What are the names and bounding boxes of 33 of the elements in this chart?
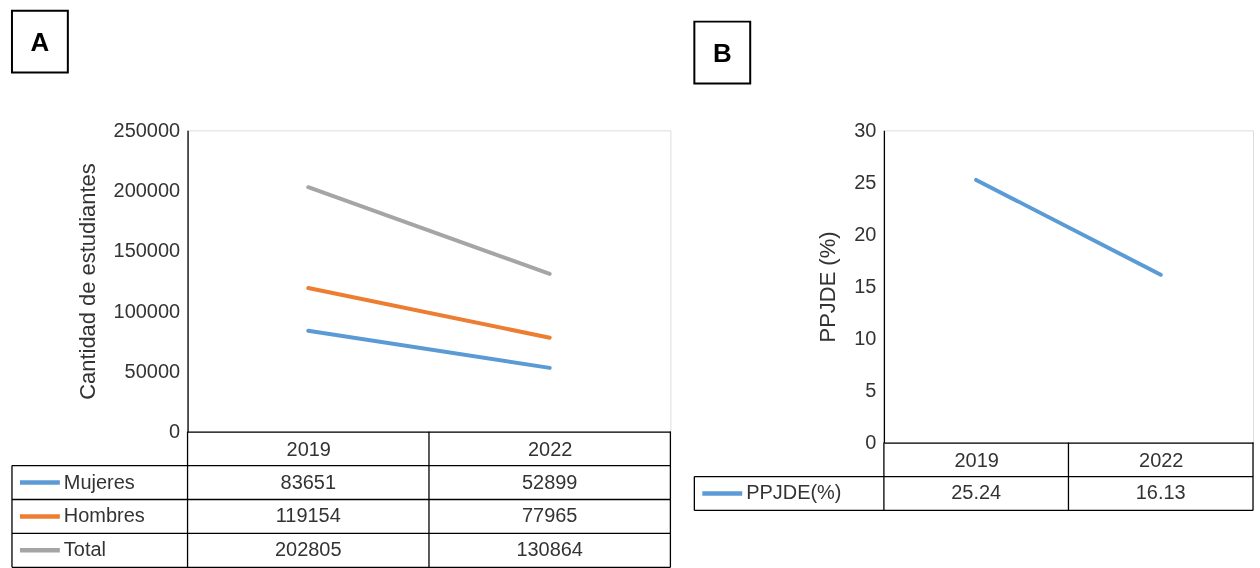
y-tick-label: 50000 xyxy=(124,359,181,382)
x-tick-label: 2022 xyxy=(1139,449,1184,472)
y-tick-label: 25 xyxy=(854,170,877,193)
legend-label: Total xyxy=(63,538,106,561)
chart-title: A xyxy=(30,27,50,56)
y-tick-label: 150000 xyxy=(113,239,181,262)
data-label: 119154 xyxy=(275,504,341,527)
y-tick-label: 30 xyxy=(854,118,877,141)
x-tick-label: 2019 xyxy=(286,438,331,461)
y-tick-label: 15 xyxy=(854,274,877,297)
legend-label: Mujeres xyxy=(63,470,135,493)
data-label: 52899 xyxy=(521,470,578,493)
data-label: 16.13 xyxy=(1135,481,1186,504)
data-label: 25.24 xyxy=(951,481,1002,504)
y-tick-label: 100000 xyxy=(113,299,181,322)
y-tick-label: 0 xyxy=(168,420,181,443)
y-tick-label: 250000 xyxy=(113,118,181,141)
y-tick-label: 10 xyxy=(854,327,877,350)
y-axis-title: PPJDE (%) xyxy=(815,231,841,343)
y-axis-title: Cantidad de estudiantes xyxy=(74,163,100,400)
y-tick-label: 0 xyxy=(865,431,877,454)
chart-title: B xyxy=(712,38,732,67)
x-tick-label: 2019 xyxy=(954,449,999,472)
x-tick-label: 2022 xyxy=(528,438,573,461)
data-label: 130864 xyxy=(516,538,583,561)
data-label: 202805 xyxy=(275,538,342,561)
y-tick-label: 200000 xyxy=(113,179,181,202)
legend-label: PPJDE(%) xyxy=(746,481,842,504)
legend-label: Hombres xyxy=(63,504,145,527)
data-label: 83651 xyxy=(280,470,336,493)
y-tick-label: 20 xyxy=(854,222,877,245)
y-tick-label: 5 xyxy=(865,379,877,402)
data-label: 77965 xyxy=(521,504,578,527)
